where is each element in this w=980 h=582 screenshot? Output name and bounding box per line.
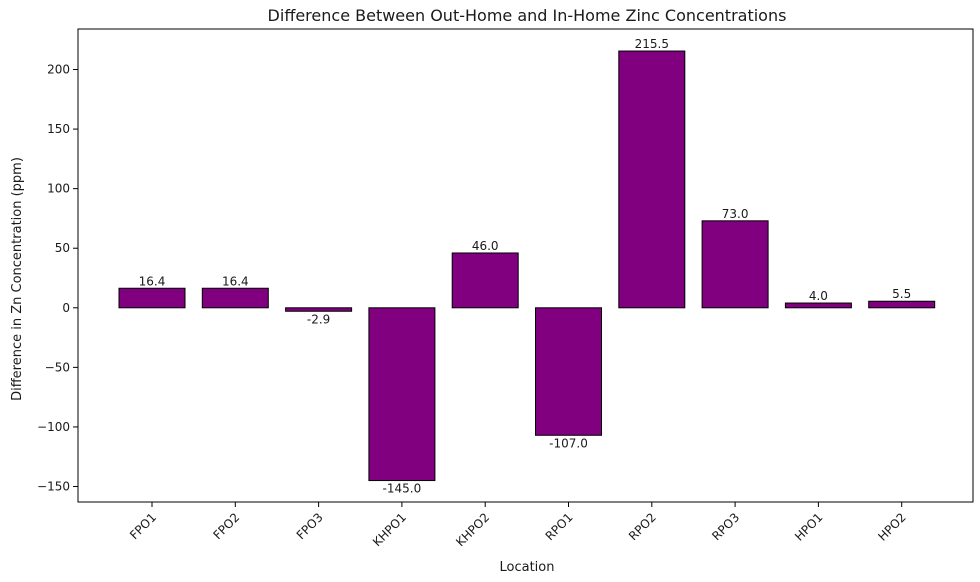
bar-value-label: 46.0 [472, 239, 499, 253]
bars-group [118, 50, 936, 482]
bar-value-label: 215.5 [635, 37, 669, 51]
x-tick-label: HPO2 [875, 510, 908, 543]
bar-rpo3 [701, 220, 769, 309]
bar-value-label: 5.5 [892, 287, 911, 301]
x-tick-label: HPO1 [792, 510, 825, 543]
x-axis-ticks: FPO1 FPO2 FPO3 KHPO1 KHPO2 RPO1 RPO2 RPO3 HPO1 HP… [127, 502, 909, 549]
bar-fpo1 [118, 287, 186, 309]
y-axis-ticks: −150 −100 −50 0 50 100 150 200 [37, 63, 78, 494]
bar-value-label: -145.0 [383, 482, 422, 496]
x-tick-label: FPO3 [294, 510, 326, 542]
chart-title: Difference Between Out-Home and In-Home … [268, 6, 787, 25]
x-tick-label: KHPO2 [453, 510, 492, 549]
x-tick-label: KHPO1 [370, 510, 409, 549]
x-tick-label: FPO1 [127, 510, 159, 542]
bar-khpo1 [368, 307, 436, 482]
x-tick-label: RPO1 [543, 510, 576, 543]
y-tick-label: 0 [62, 301, 70, 315]
bar-value-label: 16.4 [139, 274, 166, 288]
bar-khpo2 [451, 252, 519, 309]
y-tick-label: 150 [47, 122, 70, 136]
y-axis-label: Difference in Zn Concentration (ppm) [10, 157, 25, 401]
x-tick-label: FPO2 [210, 510, 242, 542]
y-tick-label: 100 [47, 182, 70, 196]
bar-fpo2 [201, 287, 269, 309]
bar-value-label: -2.9 [307, 312, 330, 326]
bar-rpo1 [535, 307, 602, 436]
bar-labels-group: 16.4 16.4 -2.9 -145.0 46.0 -107.0 215.5 73.0 4.0… [139, 37, 912, 496]
bar-hpo1 [784, 302, 852, 309]
y-tick-label: −150 [37, 480, 70, 494]
bar-value-label: 4.0 [809, 289, 828, 303]
y-tick-label: 200 [47, 63, 70, 77]
bar-hpo2 [868, 300, 936, 309]
y-tick-label: −50 [45, 360, 70, 374]
bar-value-label: 73.0 [722, 207, 749, 221]
y-tick-label: −100 [37, 420, 70, 434]
x-tick-label: RPO2 [626, 510, 659, 543]
bar-value-label: -107.0 [549, 436, 588, 450]
x-axis-label: Location [500, 560, 555, 575]
bar-rpo2 [618, 50, 686, 309]
bar-fpo3 [285, 307, 353, 312]
plot-area-frame [77, 28, 974, 503]
y-tick-label: 50 [55, 241, 70, 255]
x-tick-label: RPO3 [709, 510, 742, 543]
bar-value-label: 16.4 [222, 274, 249, 288]
